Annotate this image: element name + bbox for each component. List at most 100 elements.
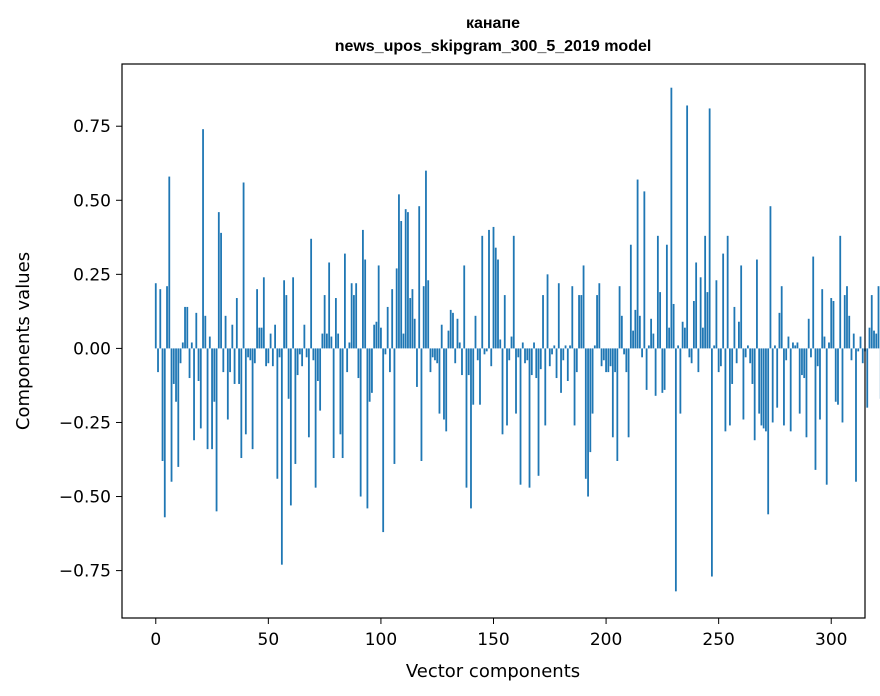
x-tick-label: 100 (365, 630, 397, 650)
bar-231 (674, 348, 677, 592)
bar-143 (476, 348, 479, 361)
bar-115 (413, 318, 416, 349)
bar-207 (620, 315, 623, 349)
bar-16 (190, 342, 193, 349)
y-tick-label: 0.25 (73, 265, 111, 285)
bar-186 (573, 348, 576, 426)
bar-35 (233, 348, 236, 384)
bar-5 (166, 286, 168, 349)
bar-137 (463, 265, 466, 349)
bar-194 (591, 348, 594, 414)
bar-211 (629, 244, 632, 349)
bar-50 (267, 348, 270, 364)
bar-20 (199, 348, 202, 429)
bar-45 (256, 289, 258, 349)
bar-290 (807, 318, 810, 349)
bar-295 (819, 348, 821, 420)
bar-232 (677, 345, 680, 349)
bar-46 (258, 327, 261, 349)
bar-155 (503, 295, 506, 349)
bar-119 (422, 286, 425, 349)
bar-181 (562, 348, 565, 361)
bar-84 (344, 253, 346, 349)
bar-179 (557, 283, 560, 349)
bar-91 (359, 348, 362, 497)
bar-144 (479, 348, 481, 405)
bar-141 (472, 348, 475, 405)
bar-229 (670, 87, 673, 349)
bar-79 (332, 348, 335, 459)
bar-238 (690, 348, 693, 364)
bar-139 (467, 348, 470, 376)
bar-67 (305, 348, 308, 358)
bar-318 (870, 295, 873, 349)
bar-51 (269, 333, 272, 349)
bar-114 (411, 289, 414, 349)
bar-259 (738, 321, 740, 349)
bar-160 (515, 348, 517, 414)
bar-55 (278, 348, 281, 358)
bar-257 (733, 306, 736, 349)
y-axis-label: Components values (13, 252, 34, 430)
bar-287 (801, 348, 803, 376)
bar-9 (175, 348, 177, 402)
bar-29 (220, 232, 222, 349)
chart-subtitle: news_upos_skipgram_300_5_2019 model (335, 38, 652, 55)
bar-40 (244, 348, 247, 435)
bar-77 (328, 262, 331, 349)
y-axis-ticks: −0.75 −0.50 −0.25 0.00 0.25 0.50 0.75 (59, 117, 122, 582)
bar-209 (625, 348, 628, 373)
bar-191 (584, 348, 587, 479)
bar-163 (521, 342, 524, 349)
x-tick-label: 150 (477, 630, 509, 650)
bar-293 (814, 348, 817, 470)
bar-7 (170, 348, 173, 482)
bar-178 (555, 348, 558, 379)
bar-263 (747, 345, 749, 349)
bars-group (154, 87, 880, 592)
bar-219 (647, 345, 650, 349)
bar-159 (512, 235, 515, 349)
bar-12 (181, 342, 184, 349)
bar-24 (208, 336, 211, 349)
bar-270 (762, 348, 765, 429)
bar-188 (578, 295, 580, 349)
bar-65 (301, 348, 304, 367)
bar-72 (316, 348, 319, 381)
bar-280 (785, 348, 788, 361)
bar-108 (398, 194, 400, 349)
bar-95 (368, 348, 371, 402)
bar-235 (683, 327, 686, 349)
bar-56 (280, 348, 283, 565)
y-tick-label: 0.00 (73, 339, 111, 359)
bar-309 (850, 348, 853, 361)
bar-82 (339, 348, 342, 435)
bar-248 (713, 345, 716, 349)
bar-272 (767, 348, 770, 515)
bar-158 (510, 336, 513, 349)
bar-80 (334, 298, 337, 349)
bar-200 (605, 348, 607, 373)
bar-199 (602, 348, 605, 361)
bar-239 (692, 301, 695, 349)
bar-37 (238, 348, 240, 384)
bar-157 (508, 348, 511, 361)
bar-148 (488, 229, 490, 349)
bar-305 (841, 348, 844, 423)
bar-44 (253, 348, 256, 364)
bar-285 (796, 342, 799, 349)
bar-250 (717, 348, 720, 373)
bar-99 (377, 265, 380, 349)
bar-217 (643, 191, 646, 349)
bar-81 (337, 333, 340, 349)
bar-184 (569, 345, 571, 349)
x-tick-label: 250 (702, 630, 734, 650)
bar-11 (179, 348, 182, 364)
bar-236 (686, 105, 689, 349)
bar-42 (249, 348, 252, 361)
bar-101 (382, 348, 385, 533)
bar-310 (852, 333, 855, 349)
bar-23 (206, 348, 209, 450)
bar-296 (821, 289, 824, 349)
bar-110 (402, 333, 405, 349)
